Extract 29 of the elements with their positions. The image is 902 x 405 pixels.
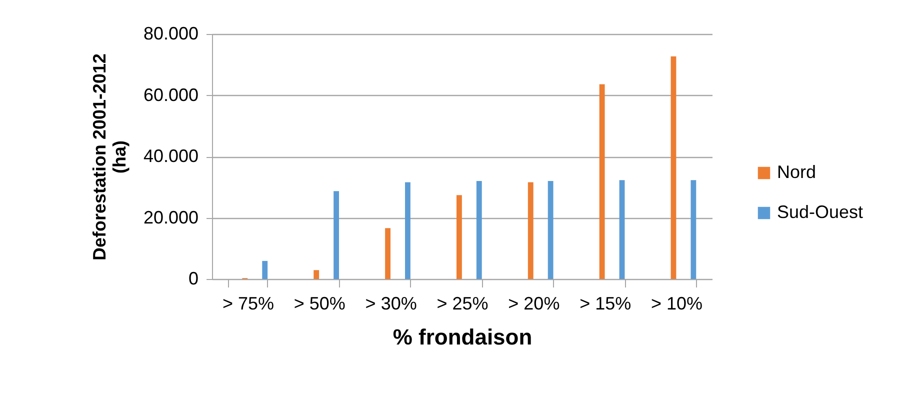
y-tick-label: 80.000 [143, 24, 198, 44]
bar [314, 270, 320, 279]
x-tick-label: > 20% [508, 294, 560, 314]
x-tick-label: > 10% [651, 294, 703, 314]
x-axis-title: % frondaison [392, 324, 532, 350]
bar [476, 181, 482, 279]
bar [670, 56, 676, 279]
y-tick-label: 20.000 [143, 207, 198, 228]
x-tick-label: > 50% [294, 294, 346, 314]
bar [528, 182, 534, 279]
legend-label: Sud-Ouest [777, 202, 864, 222]
bar [619, 180, 625, 279]
bar [405, 182, 410, 279]
bar [599, 84, 605, 279]
x-tick-label: > 75% [222, 294, 274, 314]
bar [334, 191, 339, 279]
bar [385, 228, 390, 279]
y-tick-label: 40.000 [143, 146, 198, 166]
bar [548, 181, 554, 279]
y-axis-title: Deforestation 2001-2012 (ha) [89, 53, 130, 261]
legend-label: Nord [777, 162, 816, 182]
y-tick-label: 0 [188, 268, 198, 288]
y-tick-label: 60.000 [143, 84, 198, 105]
x-tick-label: > 30% [365, 294, 417, 314]
bar [690, 180, 696, 279]
bar [456, 195, 462, 279]
x-tick-label: > 25% [436, 294, 488, 314]
bar [262, 260, 268, 279]
x-tick-label: > 15% [580, 294, 632, 314]
